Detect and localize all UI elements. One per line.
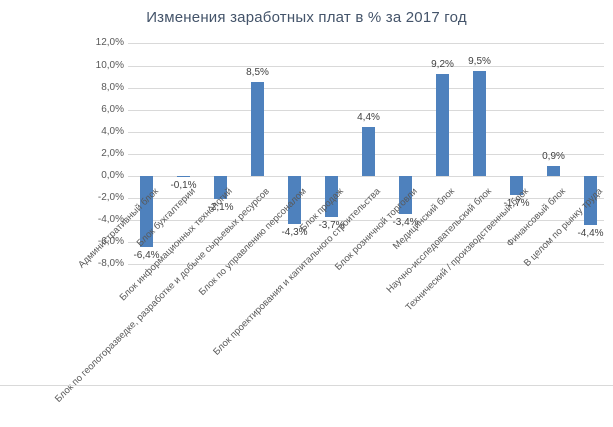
chart-title: Изменения заработных плат в % за 2017 го… [146,9,467,26]
gridline [128,43,604,45]
bar[interactable] [214,176,227,200]
y-axis-tick-label: 2,0% [101,147,124,159]
data-label: -0,1% [170,180,197,192]
bar[interactable] [547,166,560,176]
category-label: Блок проектирования и капитального строи… [210,186,383,358]
gridline [128,87,604,89]
salary-change-bar-chart: Изменения заработных плат в % за 2017 го… [0,9,613,405]
bar[interactable] [177,176,190,178]
data-label: -6,4% [133,249,160,261]
y-axis-tick-label: -2,0% [97,192,124,204]
bottom-divider-line [0,385,613,386]
data-label: 8,5% [246,67,269,79]
y-axis-tick-label: -4,0% [97,214,124,226]
y-axis-tick-label: 12,0% [95,37,124,49]
data-label: -3,7% [318,219,345,231]
y-axis-tick-label: -6,0% [97,236,124,248]
gridline [128,109,604,111]
data-label: 4,4% [357,112,380,124]
bar[interactable] [473,71,486,176]
bar[interactable] [288,176,301,224]
y-axis-tick-label: 6,0% [101,103,124,115]
bar[interactable] [584,176,597,225]
bar[interactable] [362,127,375,176]
data-label: 0,9% [542,151,565,163]
category-label: Финансовый блок [504,186,568,250]
data-label: -2,1% [207,202,234,214]
gridline [128,65,604,67]
data-label: -4,4% [577,227,604,239]
data-label: -4,3% [281,226,308,238]
data-label: -3,4% [392,216,419,228]
bar[interactable] [399,176,412,214]
data-label: 9,2% [431,59,454,71]
gridline [128,176,604,177]
data-label: 9,5% [468,56,491,68]
bar[interactable] [325,176,338,217]
bar[interactable] [436,74,449,176]
y-axis-tick-label: 8,0% [101,81,124,93]
y-axis-tick-label: -8,0% [97,258,124,270]
bar[interactable] [251,82,264,176]
bar[interactable] [140,176,153,247]
bar[interactable] [510,176,523,195]
y-axis-tick-label: 10,0% [95,59,124,71]
data-label: -1,7% [503,197,530,209]
y-axis-tick-label: 0,0% [101,170,124,181]
y-axis-tick-label: 4,0% [101,125,124,137]
